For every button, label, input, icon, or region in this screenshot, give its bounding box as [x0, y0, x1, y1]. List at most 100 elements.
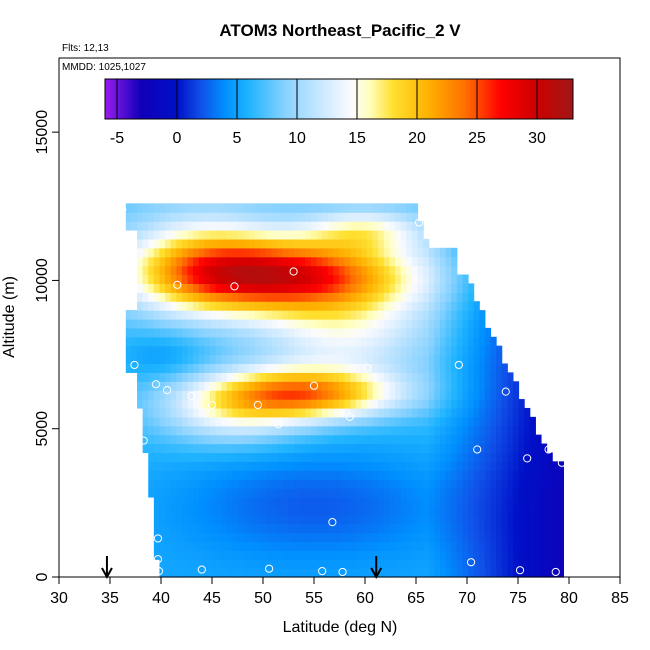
heatmap-cell — [395, 550, 402, 560]
heatmap-cell — [221, 488, 228, 498]
heatmap-cell — [305, 532, 312, 543]
heatmap-cell — [187, 363, 194, 373]
heatmap-cell — [462, 407, 469, 418]
heatmap-cell — [232, 532, 239, 543]
heatmap-cell — [266, 514, 273, 525]
heatmap-cell — [529, 541, 536, 551]
heatmap-cell — [322, 399, 329, 409]
heatmap-cell — [468, 488, 475, 498]
heatmap-cell — [496, 568, 503, 578]
heatmap-cell — [501, 568, 508, 578]
heatmap-cell — [417, 247, 424, 258]
heatmap-cell — [137, 221, 144, 231]
heatmap-cell — [355, 265, 363, 276]
heatmap-cell — [490, 407, 497, 418]
heatmap-cell — [198, 327, 205, 338]
heatmap-cell — [232, 318, 239, 329]
heatmap-cell — [557, 568, 564, 578]
heatmap-cell — [159, 372, 166, 382]
heatmap-cell — [434, 407, 441, 418]
heatmap-cell — [439, 247, 447, 258]
heatmap-cell — [204, 336, 211, 347]
heatmap-cell — [277, 407, 284, 418]
heatmap-cell — [209, 381, 217, 391]
heatmap-cell — [159, 238, 166, 249]
heatmap-cell — [484, 354, 492, 365]
heatmap-cell — [333, 318, 340, 329]
heatmap-cell — [254, 247, 262, 258]
heatmap-cell — [338, 390, 346, 400]
heatmap-cell — [395, 488, 402, 498]
heatmap-cell — [479, 496, 486, 507]
heatmap-cell — [187, 470, 194, 480]
heatmap-cell — [232, 496, 239, 507]
heatmap-cell — [484, 434, 492, 445]
observation-marker — [515, 566, 525, 575]
heatmap-cell — [176, 212, 183, 222]
heatmap-cell — [383, 496, 391, 507]
heatmap-cell — [215, 212, 222, 222]
heatmap-cell — [148, 452, 155, 462]
heatmap-cell — [389, 541, 396, 551]
heatmap-cell — [406, 443, 413, 454]
heatmap-cell — [406, 203, 413, 213]
heatmap-cell — [221, 541, 228, 551]
heatmap-cell — [271, 363, 278, 373]
heatmap-cell — [406, 265, 413, 276]
heatmap-cell — [170, 479, 177, 489]
observation-marker — [338, 567, 347, 577]
heatmap-cell — [535, 514, 542, 525]
heatmap-cell — [367, 532, 374, 543]
heatmap-cell — [490, 372, 497, 382]
heatmap-cell — [456, 541, 464, 551]
heatmap-cell — [462, 505, 469, 516]
heatmap-cell — [181, 461, 189, 471]
heatmap-cell — [238, 407, 245, 418]
heatmap-cell — [338, 283, 346, 293]
heatmap-cell — [282, 532, 290, 543]
heatmap-cell — [165, 274, 172, 284]
heatmap-cell — [176, 274, 183, 284]
heatmap-cell — [479, 372, 486, 382]
heatmap-cell — [282, 452, 290, 462]
heatmap-cell — [490, 470, 497, 480]
heatmap-cell — [524, 550, 531, 560]
heatmap-cell — [266, 274, 273, 284]
heatmap-cell — [282, 568, 290, 578]
heatmap-cell — [439, 363, 447, 373]
heatmap-cell — [204, 434, 211, 445]
heatmap-cell — [209, 452, 217, 462]
heatmap-cell — [159, 514, 166, 525]
heatmap-cell — [400, 452, 407, 462]
heatmap-cell — [221, 461, 228, 471]
heatmap-cell — [137, 381, 144, 391]
observation-marker — [163, 386, 172, 395]
heatmap-cell — [165, 461, 172, 471]
heatmap-cell — [215, 452, 222, 462]
heatmap-cell — [327, 256, 334, 267]
heatmap-cell — [215, 559, 222, 569]
heatmap-cell — [434, 345, 441, 356]
heatmap-cell — [367, 238, 374, 249]
heatmap-cell — [142, 203, 149, 213]
heatmap-cell — [512, 479, 520, 489]
heatmap-cell — [221, 523, 228, 534]
heatmap-cell — [529, 532, 536, 543]
heatmap-cell — [423, 310, 430, 320]
heatmap-cell — [243, 425, 250, 436]
heatmap-cell — [193, 550, 200, 560]
heatmap-cell — [355, 470, 363, 480]
heatmap-cell — [266, 479, 273, 489]
heatmap-cell — [484, 541, 492, 551]
heatmap-cell — [243, 203, 250, 213]
heatmap-cell — [535, 523, 542, 534]
heatmap-cell — [243, 568, 250, 578]
heatmap-cell — [187, 505, 194, 516]
heatmap-cell — [512, 523, 520, 534]
heatmap-cell — [389, 523, 396, 534]
heatmap-cell — [226, 212, 233, 222]
heatmap-cell — [137, 354, 144, 365]
heatmap-cell — [417, 336, 424, 347]
heatmap-cell — [322, 559, 329, 569]
heatmap-cell — [142, 345, 149, 356]
